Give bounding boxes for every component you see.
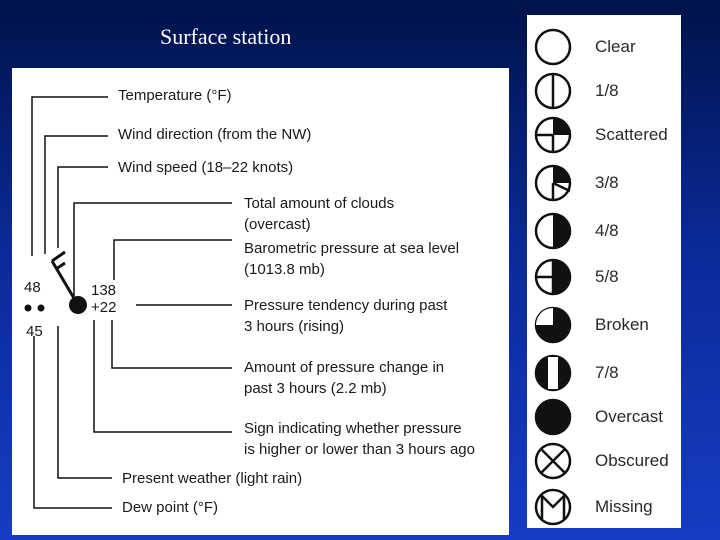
missing-cover-icon <box>534 488 572 526</box>
leader-dew-point <box>33 336 112 509</box>
broken-cover-icon <box>534 306 572 344</box>
legend-row-four-eighths: 4/8 <box>527 209 681 253</box>
label-wind-direction: Wind direction (from the NW) <box>118 126 312 143</box>
leader-barometric-pressure <box>113 239 232 280</box>
leader-pressure-sign <box>93 320 232 433</box>
clear-sky-icon <box>534 28 572 66</box>
five-eighths-cover-icon <box>534 258 572 296</box>
label-pressure-tendency: Pressure tendency during past 3 hours (r… <box>244 297 448 335</box>
leader-pressure-change <box>111 320 232 369</box>
rain-dot-right <box>37 304 45 312</box>
legend-row-three-eighths: 3/8 <box>527 161 681 205</box>
legend-row-overcast: Overcast <box>527 395 681 439</box>
wind-barb-feather-half <box>55 261 66 271</box>
legend-row-missing: Missing <box>527 485 681 529</box>
scattered-cover-icon <box>534 116 572 154</box>
leader-wind-speed <box>57 166 108 248</box>
label-present-weather: Present weather (light rain) <box>122 470 303 487</box>
leader-present-weather <box>57 326 112 479</box>
dew-point-value: 45 <box>26 323 43 340</box>
station-model-panel: 48 45 138 +22 Temperature (°F) Wind dire… <box>12 68 509 535</box>
legend-label-missing: Missing <box>595 497 653 516</box>
one-eighth-cover-icon <box>534 72 572 110</box>
label-pressure-change: Amount of pressure change in past 3 hour… <box>244 359 445 397</box>
legend-row-scattered: Scattered <box>527 113 681 157</box>
label-dew-point: Dew point (°F) <box>122 499 219 516</box>
cloud-cover-legend: Clear 1/8 Scattered 3/8 4/8 <box>527 15 681 528</box>
legend-label-one-eighth: 1/8 <box>595 81 619 100</box>
wind-barb-feather-full <box>51 250 66 263</box>
legend-label-broken: Broken <box>595 315 649 334</box>
three-eighths-cover-icon <box>534 164 572 202</box>
station-circle <box>69 296 87 314</box>
leader-wind-direction <box>44 135 108 254</box>
legend-label-seven-eighths: 7/8 <box>595 363 619 382</box>
legend-row-broken: Broken <box>527 303 681 347</box>
pressure-value: 138 <box>91 282 117 299</box>
label-barometric-pressure: Barometric pressure at sea level (1013.8… <box>244 240 460 278</box>
slide-title: Surface station <box>160 24 292 49</box>
legend-label-four-eighths: 4/8 <box>595 221 619 240</box>
legend-row-five-eighths: 5/8 <box>527 255 681 299</box>
four-eighths-cover-icon <box>534 212 572 250</box>
label-wind-speed: Wind speed (18–22 knots) <box>118 159 294 176</box>
legend-label-three-eighths: 3/8 <box>595 173 619 192</box>
legend-label-five-eighths: 5/8 <box>595 267 619 286</box>
legend-row-clear: Clear <box>527 25 681 69</box>
obscured-cover-icon <box>534 442 572 480</box>
pressure-tendency-value: +22 <box>91 299 117 316</box>
temperature-value: 48 <box>24 279 41 296</box>
label-pressure-sign: Sign indicating whether pressure is high… <box>244 420 475 458</box>
station-model-lines <box>24 96 232 509</box>
leader-total-clouds <box>73 202 232 296</box>
rain-dot-left <box>24 304 32 312</box>
legend-label-overcast: Overcast <box>595 407 664 426</box>
legend-label-obscured: Obscured <box>595 451 669 470</box>
legend-label-scattered: Scattered <box>595 125 668 144</box>
legend-label-clear: Clear <box>595 37 636 56</box>
leader-temperature <box>31 96 108 256</box>
label-total-clouds: Total amount of clouds (overcast) <box>244 195 395 233</box>
legend-row-one-eighth: 1/8 <box>527 69 681 113</box>
legend-row-seven-eighths: 7/8 <box>527 351 681 395</box>
label-temperature: Temperature (°F) <box>118 87 232 104</box>
overcast-cover-icon <box>534 398 572 436</box>
legend-row-obscured: Obscured <box>527 439 681 483</box>
seven-eighths-cover-icon <box>534 354 572 392</box>
